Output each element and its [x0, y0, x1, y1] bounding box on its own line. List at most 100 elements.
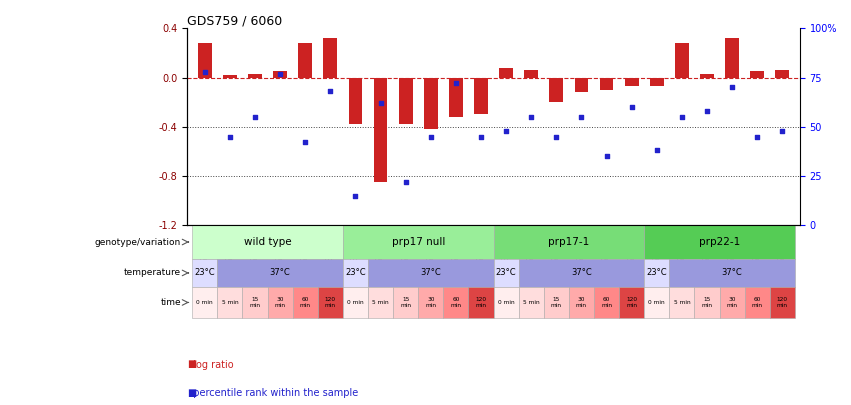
Point [600, 153, 614, 160]
Text: 120
min: 120 min [777, 297, 788, 308]
Bar [620, 287, 644, 318]
Text: 15
min: 15 min [701, 297, 712, 308]
Point [500, 128, 513, 134]
Bar [544, 287, 569, 318]
Text: GSM30898: GSM30898 [753, 225, 762, 266]
Text: GSM30893: GSM30893 [627, 225, 637, 266]
Bar [443, 287, 468, 318]
Bar [500, 68, 513, 77]
Text: GSM30896: GSM30896 [703, 225, 711, 266]
Text: wild type: wild type [243, 237, 291, 247]
Point [550, 133, 563, 140]
Bar [519, 287, 544, 318]
Text: 5 min: 5 min [674, 300, 690, 305]
Bar [343, 287, 368, 318]
Bar [368, 259, 494, 287]
Point [574, 114, 588, 120]
Text: GDS759 / 6060: GDS759 / 6060 [187, 14, 283, 27]
Bar [644, 259, 670, 287]
Text: time: time [161, 298, 181, 307]
Text: 30
min: 30 min [275, 297, 286, 308]
Text: GSM30876: GSM30876 [200, 225, 209, 266]
Text: ■: ■ [187, 360, 197, 369]
Bar [700, 74, 714, 77]
Bar [217, 287, 243, 318]
Text: 30
min: 30 min [576, 297, 587, 308]
Point [700, 108, 714, 114]
Point [625, 104, 638, 110]
Point [399, 179, 413, 185]
Bar [494, 287, 519, 318]
Text: 60
min: 60 min [601, 297, 612, 308]
Text: 5 min: 5 min [523, 300, 540, 305]
Point [751, 133, 764, 140]
Bar [323, 38, 337, 77]
Bar [675, 43, 688, 77]
Text: GSM30897: GSM30897 [728, 225, 737, 266]
Bar [650, 77, 664, 86]
Text: 120
min: 120 min [476, 297, 487, 308]
Bar [468, 287, 494, 318]
Text: GSM30883: GSM30883 [376, 225, 386, 266]
Text: GSM30886: GSM30886 [451, 225, 460, 266]
Bar [751, 71, 764, 77]
Point [449, 80, 463, 87]
Text: 5 min: 5 min [372, 300, 389, 305]
Point [349, 192, 363, 199]
Bar [343, 259, 368, 287]
Text: 37°C: 37°C [270, 269, 290, 277]
Point [223, 133, 237, 140]
Text: GSM30884: GSM30884 [401, 225, 410, 266]
Point [474, 133, 488, 140]
Text: 60
min: 60 min [300, 297, 311, 308]
Bar [273, 71, 287, 77]
Text: GSM30878: GSM30878 [250, 225, 260, 266]
Point [248, 114, 262, 120]
Bar [368, 287, 393, 318]
Text: GSM30895: GSM30895 [677, 225, 687, 266]
Text: temperature: temperature [124, 269, 181, 277]
Text: genotype/variation: genotype/variation [94, 237, 181, 247]
Text: 15
min: 15 min [400, 297, 411, 308]
Bar [725, 38, 739, 77]
Bar [574, 77, 588, 92]
Text: GSM30877: GSM30877 [226, 225, 234, 266]
Bar [374, 77, 387, 182]
Bar [192, 259, 217, 287]
Bar [248, 74, 262, 77]
Bar [192, 225, 343, 259]
Bar [393, 287, 418, 318]
Text: 5 min: 5 min [221, 300, 238, 305]
Point [725, 84, 739, 91]
Text: 0 min: 0 min [347, 300, 363, 305]
Bar [217, 259, 343, 287]
Bar [694, 287, 720, 318]
Text: 0 min: 0 min [648, 300, 665, 305]
Text: 60
min: 60 min [751, 297, 762, 308]
Text: percentile rank within the sample: percentile rank within the sample [187, 388, 358, 398]
Bar [524, 70, 538, 77]
Bar [223, 75, 237, 77]
Bar [745, 287, 770, 318]
Point [198, 68, 212, 75]
Text: 23°C: 23°C [346, 269, 366, 277]
Bar [424, 77, 437, 129]
Text: GSM30899: GSM30899 [778, 225, 787, 266]
Text: 23°C: 23°C [195, 269, 215, 277]
Point [424, 133, 437, 140]
Text: 0 min: 0 min [498, 300, 515, 305]
Text: 15
min: 15 min [249, 297, 260, 308]
Text: 23°C: 23°C [647, 269, 667, 277]
Text: 23°C: 23°C [496, 269, 517, 277]
Text: GSM30882: GSM30882 [351, 225, 360, 266]
Text: 120
min: 120 min [626, 297, 637, 308]
Text: 37°C: 37°C [722, 269, 743, 277]
Bar [399, 77, 413, 124]
Text: GSM30892: GSM30892 [602, 225, 611, 266]
Bar [267, 287, 293, 318]
Text: 37°C: 37°C [571, 269, 591, 277]
Bar [299, 43, 312, 77]
Bar [670, 287, 694, 318]
Text: 30
min: 30 min [426, 297, 437, 308]
Point [374, 100, 387, 107]
